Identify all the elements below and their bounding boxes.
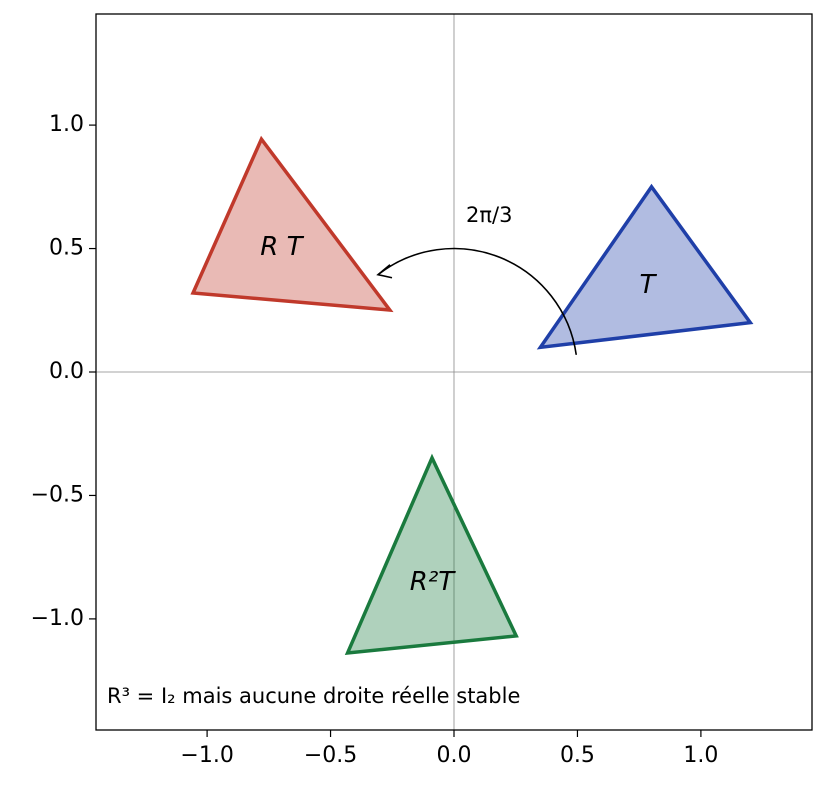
triangle [190,135,394,313]
y-tick-label: 1.0 [49,112,84,137]
y-tick-label: 0.0 [49,359,84,384]
rotation-arrow [377,247,578,355]
triangle [344,453,519,656]
triangle-label: R²T [410,567,456,597]
y-tick-label: −0.5 [31,482,84,507]
arrow-head [376,264,393,279]
x-tick-label: −0.5 [304,743,357,768]
triangle [536,183,754,350]
x-tick-label: 0.0 [437,743,472,768]
x-tick-label: −1.0 [180,743,233,768]
y-tick-label: −1.0 [31,606,84,631]
annotation: 2π/3 [466,203,512,227]
y-tick-label: 0.5 [49,236,84,261]
annotation: R³ = I₂ mais aucune droite réelle stable [107,684,520,708]
triangle-label: T [639,270,657,300]
x-tick-label: 0.5 [560,743,595,768]
x-tick-label: 1.0 [683,743,718,768]
triangle-label: R T [260,232,304,262]
